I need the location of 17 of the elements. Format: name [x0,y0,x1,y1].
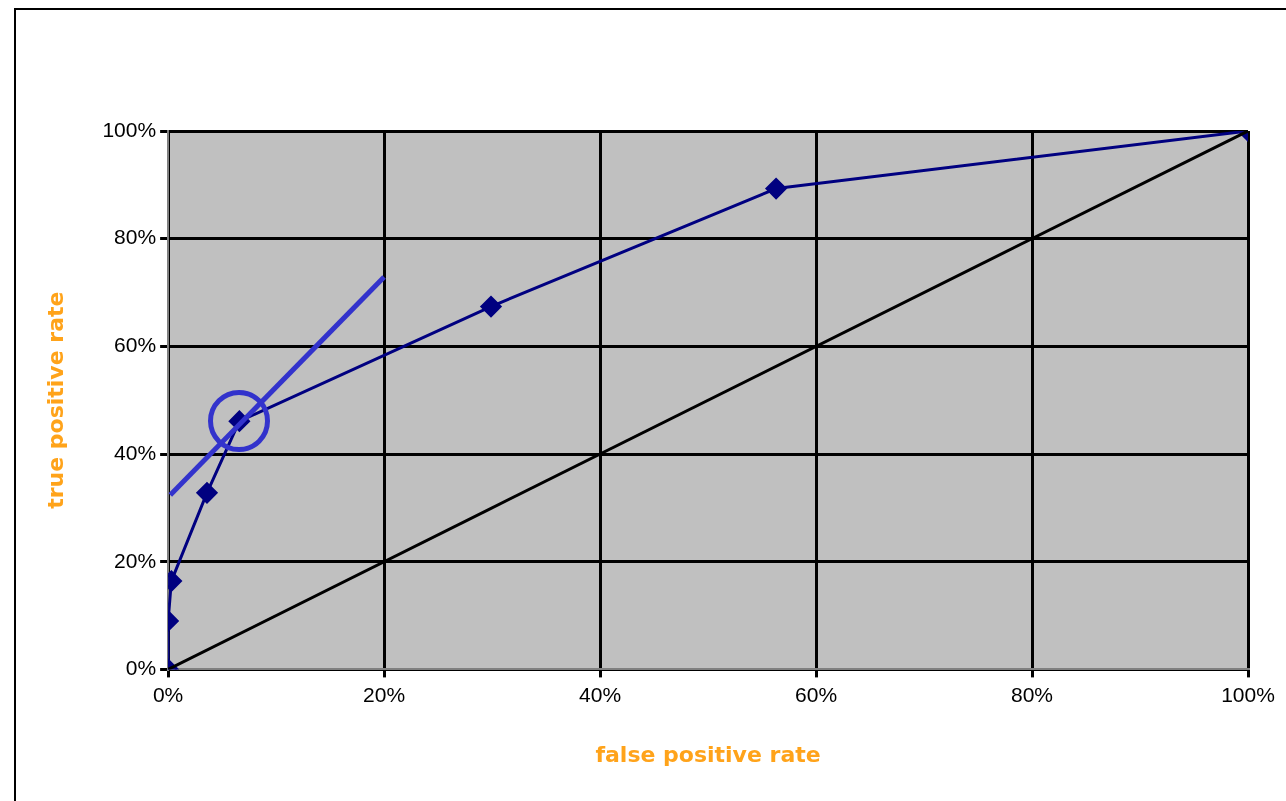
x-tick-label: 0% [152,682,184,706]
x-tick-label: 100% [1221,682,1275,706]
x-tick-label: 20% [363,682,406,706]
x-tick-label: 60% [795,682,838,706]
y-tick-label: 20% [114,548,157,572]
point [196,482,218,504]
y-axis-title: true positive rate [42,291,68,509]
x-tick-label: 40% [579,682,622,706]
y-tick-label: 40% [114,440,157,464]
x-axis-title: false positive rate [595,741,821,767]
y-tick-label: 80% [114,225,157,249]
point [765,178,787,200]
y-tick-label: 0% [125,656,157,680]
x-tick-label: 80% [1011,682,1054,706]
y-tick-label: 100% [102,117,157,141]
y-tick-label: 60% [114,333,157,357]
point [480,296,502,318]
